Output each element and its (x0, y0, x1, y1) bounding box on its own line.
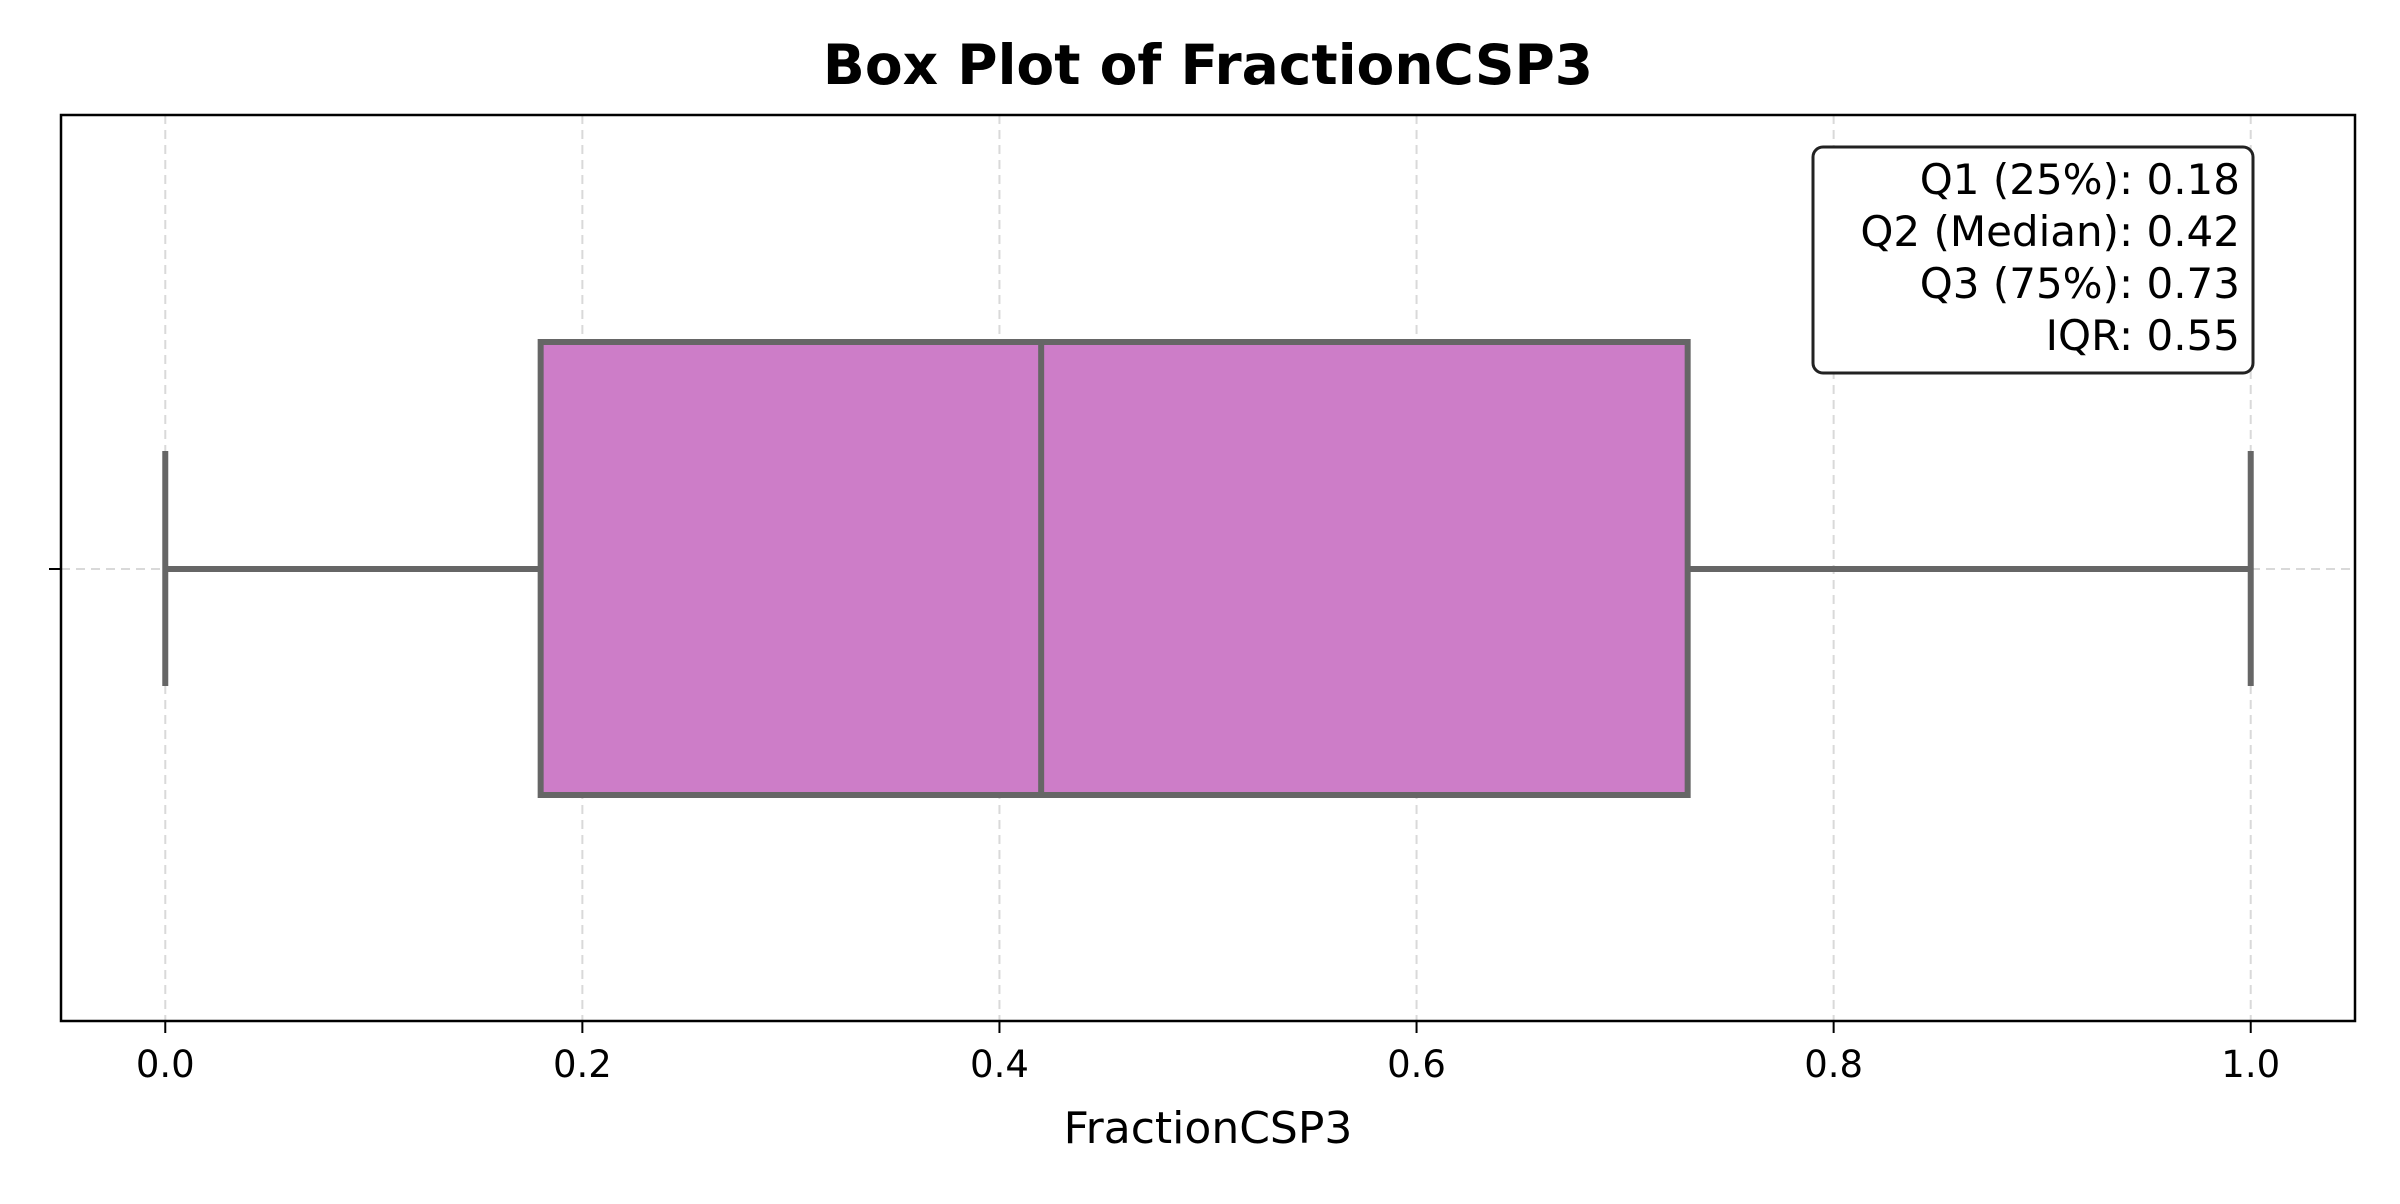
x-tick-label: 0.6 (1387, 1043, 1446, 1086)
annotation-box (1811, 145, 2255, 375)
annotation-line: IQR: 0.55 (2046, 311, 2240, 360)
x-tick-label: 0.4 (970, 1043, 1029, 1086)
iqr-box (537, 339, 1691, 798)
annotation-line: Q2 (Median): 0.42 (1860, 207, 2240, 256)
annotation-line: Q3 (75%): 0.73 (1920, 259, 2240, 308)
annotation-line: Q1 (25%): 0.18 (1920, 155, 2240, 204)
x-tick-label: 1.0 (2221, 1043, 2280, 1086)
x-tick-label: 0.2 (553, 1043, 612, 1086)
x-tick-label: 0.8 (1804, 1043, 1863, 1086)
chart-title: Box Plot of FractionCSP3 (823, 33, 1593, 97)
x-tick-label: 0.0 (136, 1043, 195, 1086)
x-axis-label: FractionCSP3 (1064, 1103, 1353, 1154)
box-plot (162, 339, 2254, 798)
x-axis-ticks: 0.0 0.2 0.4 0.6 0.8 1.0 (49, 568, 2280, 1086)
